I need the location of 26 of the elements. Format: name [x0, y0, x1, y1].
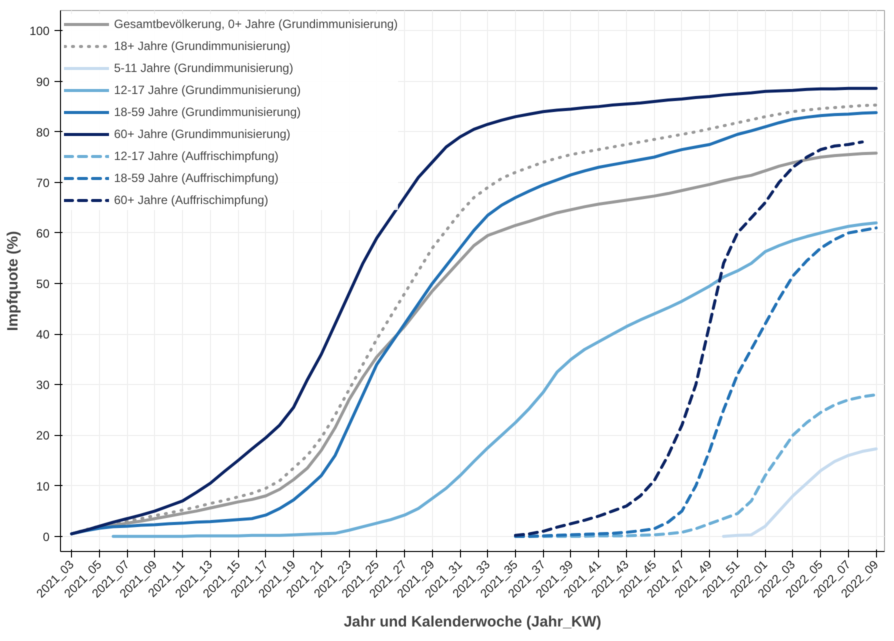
line-series: [722, 447, 878, 538]
legend-label: 60+ Jahre (Grundimmunisierung): [114, 127, 290, 141]
y-tick-label: 80: [36, 125, 50, 140]
y-tick-label: 30: [36, 378, 50, 392]
legend-label: Gesamtbevölkerung, 0+ Jahre (Grundimmunisierung): [114, 17, 398, 31]
y-tick-label: 70: [36, 176, 50, 190]
x-axis-title: Jahr und Kalenderwoche (Jahr_KW): [344, 613, 602, 630]
y-tick-label: 0: [42, 530, 50, 544]
y-tick-label: 50: [36, 277, 50, 292]
y-tick-label: 60: [36, 226, 50, 240]
y-axis-title: Impfquote (%): [4, 231, 22, 331]
y-tick-label: 10: [36, 479, 50, 494]
y-tick-label: 40: [36, 328, 50, 342]
y-tick-label: 100: [29, 24, 50, 38]
legend-label: 18+ Jahre (Grundimmunisierung): [114, 39, 290, 53]
y-tick-label: 20: [36, 428, 50, 443]
legend-label: 18-59 Jahre (Grundimmunisierung): [114, 105, 301, 119]
legend-label: 5-11 Jahre (Grundimmunisierung): [114, 61, 294, 75]
legend-label: 60+ Jahre (Auffrischimpfung): [114, 193, 268, 207]
line-series: [514, 226, 878, 538]
y-tick-label: 90: [36, 74, 50, 89]
legend-label: 12-17 Jahre (Auffrischimpfung): [114, 149, 279, 163]
line-series: [112, 221, 878, 538]
line-series: [514, 140, 864, 537]
legend-label: 18-59 Jahre (Auffrischimpfung): [114, 171, 279, 185]
legend-label: 12-17 Jahre (Grundimmunisierung): [114, 83, 301, 97]
